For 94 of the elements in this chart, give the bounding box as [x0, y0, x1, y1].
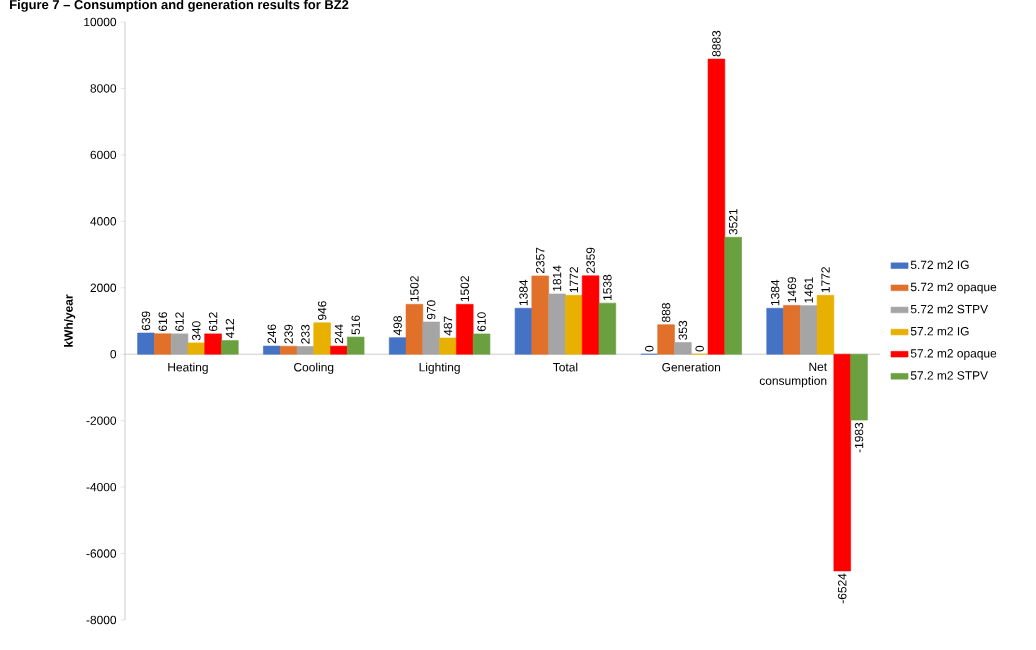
y-tick-label: -6000	[86, 549, 117, 558]
data-label: 1502	[460, 276, 469, 302]
data-label: 244	[334, 324, 344, 344]
data-label: 888	[661, 303, 671, 322]
bar	[581, 275, 600, 355]
data-label: 1461	[804, 277, 813, 303]
bar	[657, 324, 675, 355]
data-label: 970	[426, 300, 436, 320]
bar	[850, 353, 868, 421]
legend-label: 57.2 m2 STPV	[910, 371, 989, 380]
bar	[221, 340, 239, 355]
data-label: -6524	[838, 573, 847, 604]
data-label: 340	[192, 321, 201, 341]
data-label: 1502	[410, 276, 419, 302]
data-label: 516	[351, 315, 360, 335]
bar	[422, 321, 440, 355]
data-label: 2359	[586, 247, 595, 274]
data-label: 1384	[770, 279, 780, 306]
x-tick-label: Heating	[168, 362, 208, 374]
bar	[548, 293, 566, 355]
data-label: 498	[393, 316, 402, 336]
legend-label: 5.72 m2 opaque	[910, 282, 997, 294]
data-label: 1538	[603, 274, 612, 301]
data-label: 0	[695, 345, 704, 352]
y-tick-label: 10000	[84, 17, 117, 27]
data-label: 246	[267, 324, 277, 344]
data-label: 612	[175, 312, 184, 332]
bar	[783, 305, 801, 355]
bar	[279, 345, 298, 355]
bar	[170, 333, 189, 355]
data-label: 1772	[569, 267, 578, 293]
bar	[187, 342, 205, 355]
data-label: 353	[678, 320, 688, 340]
x-tick-label: Net consumption	[759, 362, 827, 388]
data-label: 612	[208, 312, 218, 332]
data-label: 8883	[712, 30, 721, 57]
bar	[724, 236, 742, 355]
data-label: 3521	[728, 209, 738, 235]
y-tick-label: 4000	[90, 217, 117, 226]
data-label: 487	[443, 316, 453, 336]
x-tick-label: Lighting	[419, 362, 460, 374]
bar	[472, 333, 491, 355]
y-tick-label: 6000	[90, 150, 117, 160]
data-label: 233	[301, 324, 310, 344]
data-label: 1384	[519, 279, 528, 306]
bar	[766, 307, 784, 355]
chart-title: Figure 7 – Consumption and generation results for BZ2	[10, 0, 349, 12]
data-label: 239	[284, 324, 293, 344]
bar	[204, 333, 222, 355]
data-label: 946	[317, 301, 327, 321]
bar	[674, 342, 692, 355]
bar	[313, 322, 331, 355]
data-label: 610	[477, 312, 486, 332]
bar	[405, 304, 424, 355]
y-tick-label: 2000	[90, 283, 117, 292]
bar	[598, 302, 617, 355]
bar	[154, 333, 172, 355]
bar	[439, 337, 457, 355]
y-tick-label: 8000	[90, 84, 117, 93]
y-tick-label: -4000	[86, 482, 117, 492]
legend-label: 57.2 m2 IG	[910, 326, 969, 336]
y-tick-label: 0	[110, 349, 117, 359]
bar	[833, 353, 851, 572]
bar	[137, 332, 155, 355]
data-label: 0	[645, 345, 654, 352]
bar	[514, 307, 533, 355]
data-label: 616	[158, 312, 167, 331]
data-label: 1469	[787, 277, 797, 303]
bar	[347, 336, 365, 355]
bar	[707, 58, 726, 355]
data-label: 1772	[821, 267, 830, 293]
y-tick-label: -8000	[86, 615, 117, 625]
legend-label: 5.72 m2 IG	[910, 260, 969, 270]
legend-label: 5.72 m2 STPV	[910, 304, 989, 314]
legend-label: 57.2 m2 opaque	[910, 349, 997, 360]
data-label: 2357	[536, 247, 545, 274]
y-axis-title: kWh/year	[64, 294, 76, 347]
data-label: 639	[141, 311, 151, 331]
bar	[388, 337, 407, 355]
bar	[263, 345, 281, 355]
bar	[531, 275, 549, 355]
x-tick-label: Generation	[662, 362, 721, 372]
bar	[330, 345, 348, 355]
bar	[800, 305, 818, 355]
x-tick-label: Cooling	[294, 362, 334, 374]
x-tick-label: Total	[553, 362, 578, 372]
data-label: -1983	[854, 422, 864, 453]
bar	[296, 346, 315, 355]
data-label: 412	[225, 318, 235, 339]
data-label: 1814	[552, 265, 562, 291]
bar	[816, 295, 835, 355]
y-tick-label: -2000	[86, 416, 117, 425]
bar	[456, 304, 474, 355]
bar	[565, 295, 583, 355]
